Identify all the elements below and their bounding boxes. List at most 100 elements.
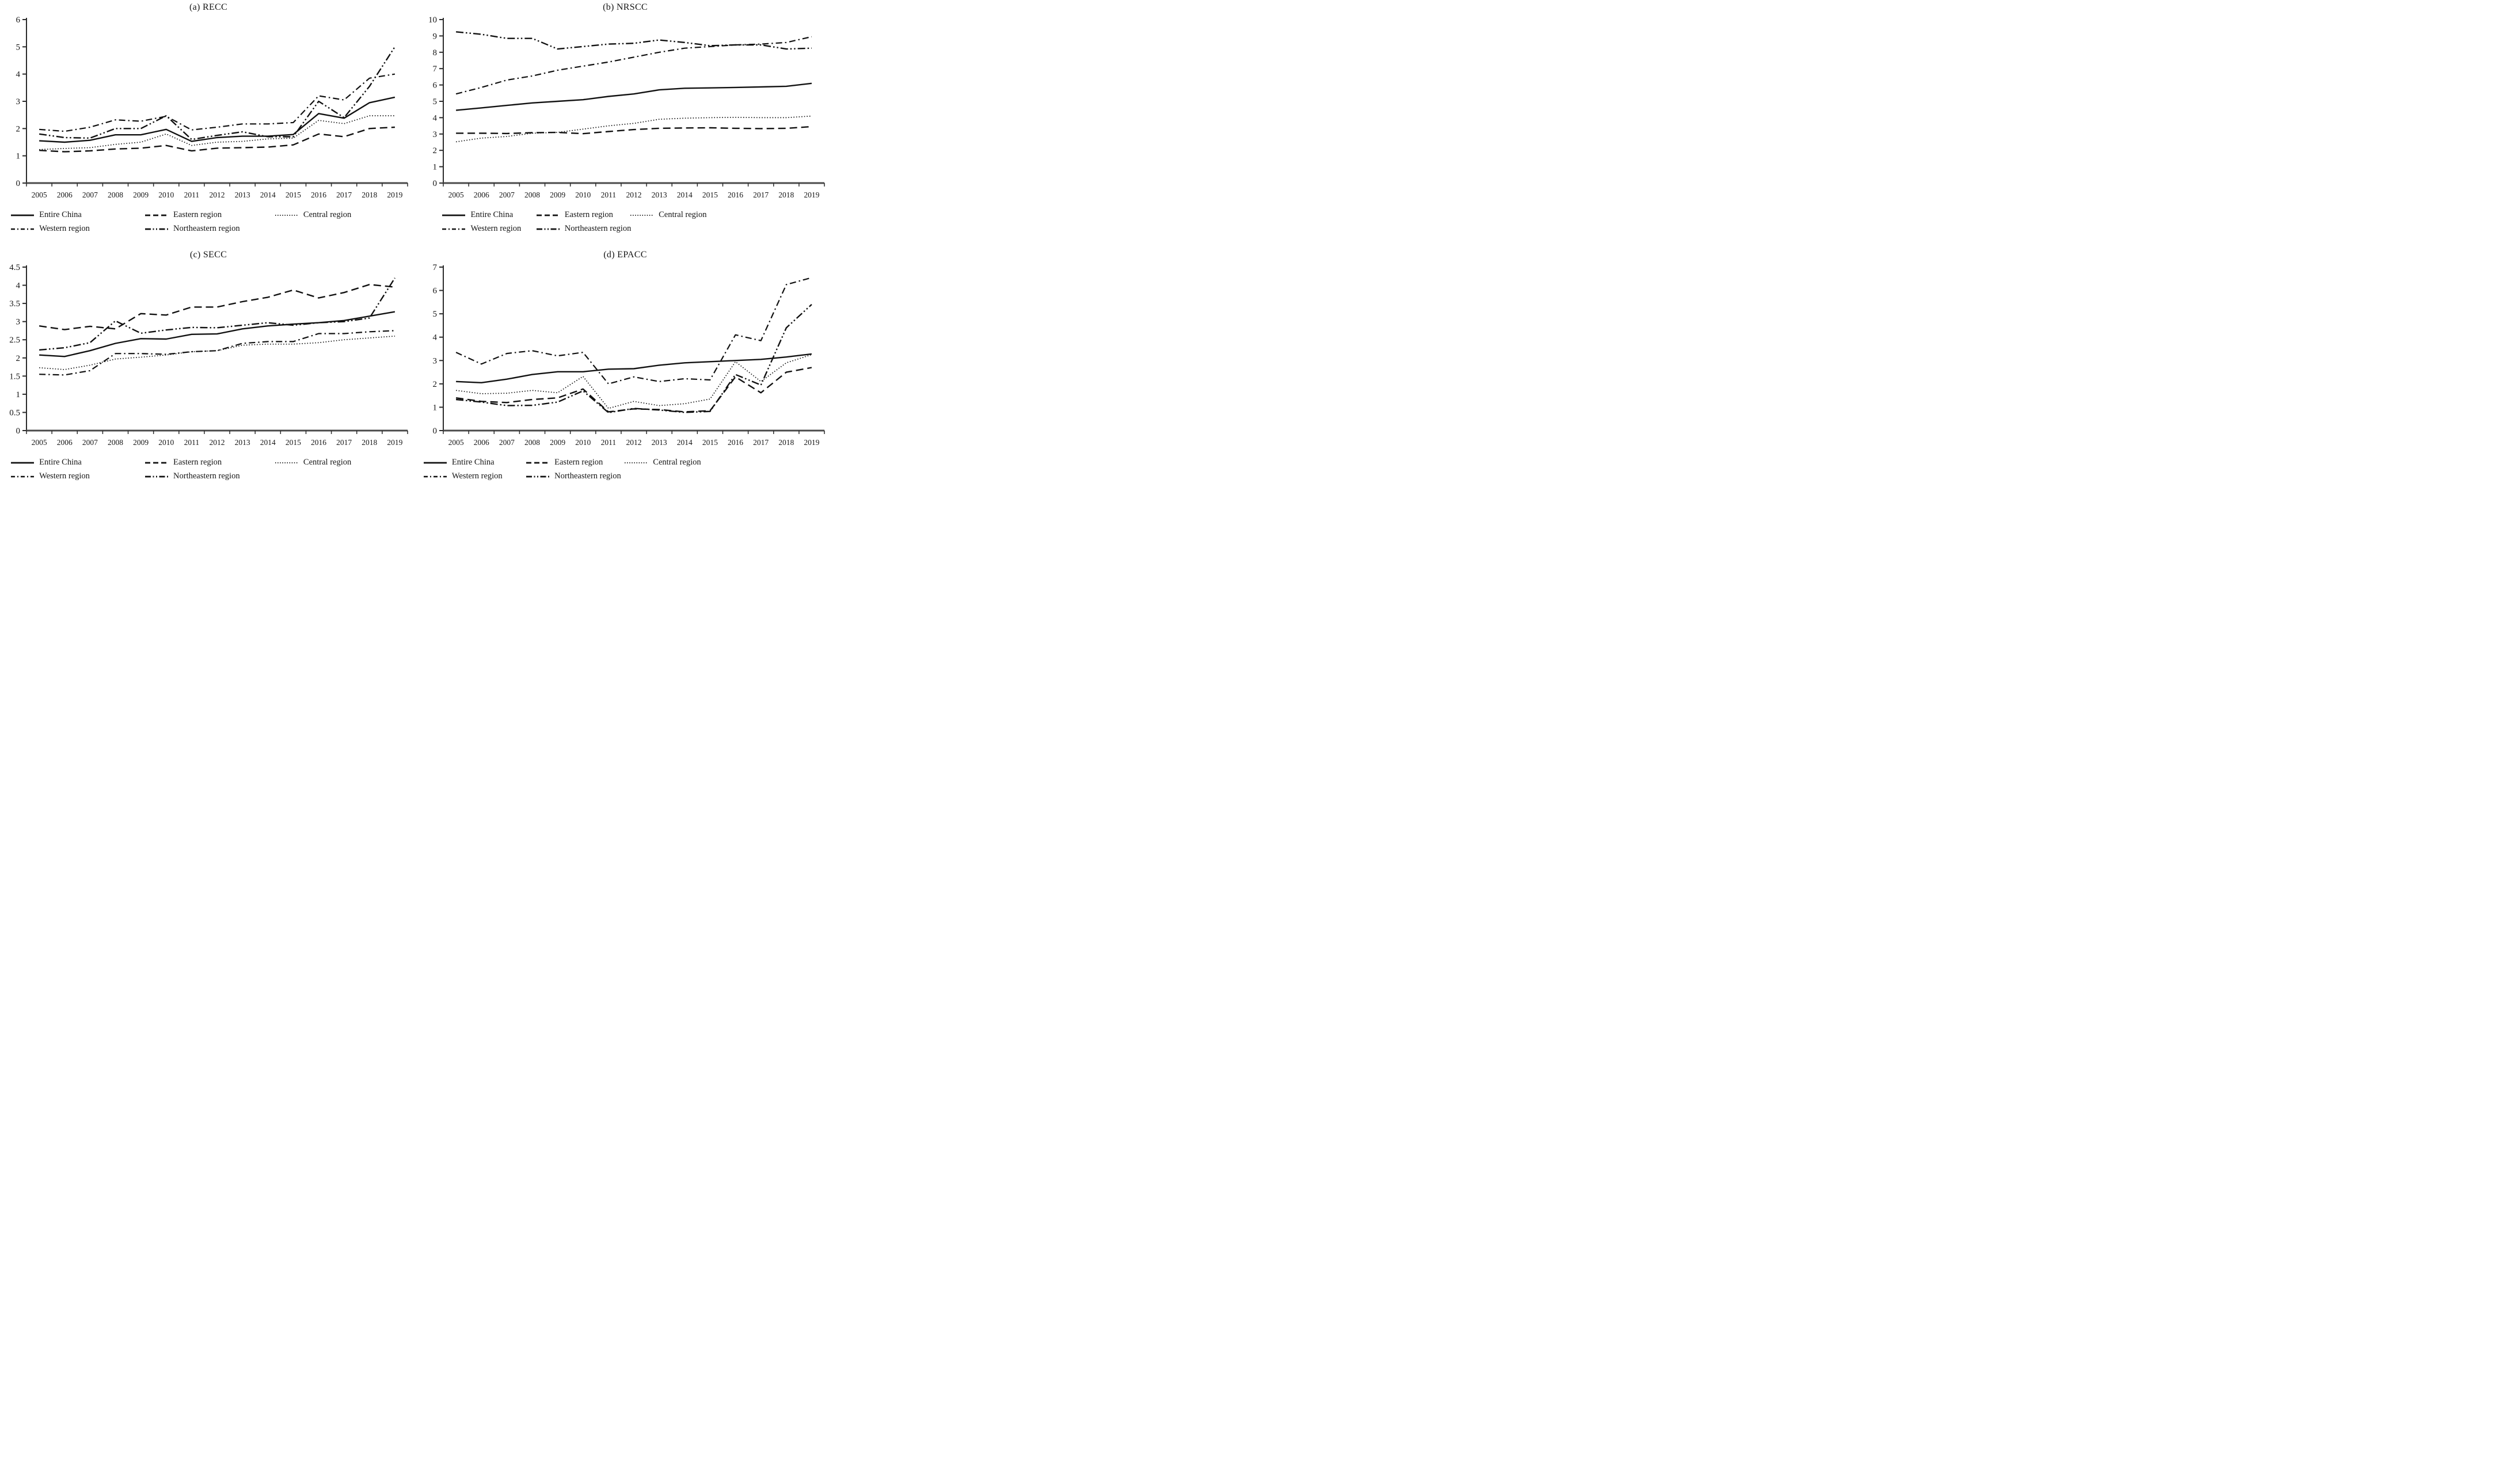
y-tick-label: 3.5 (9, 299, 20, 309)
series-line-eastern-region (455, 367, 812, 413)
y-tick-label: 3 (433, 130, 438, 139)
y-tick-label: 0 (433, 427, 438, 436)
line-dash-dot-icon (442, 228, 466, 230)
line-dash-dot-dot-icon (536, 228, 560, 230)
legend-label: Central region (303, 210, 352, 219)
legend-item-eastern-region: Eastern region (145, 210, 275, 220)
y-tick-label: 3 (433, 356, 438, 366)
legend-nrscc: Entire China Eastern region Central regi… (417, 210, 834, 234)
panel-epacc: (d) EPACC 0 1 2 3 4 5 6 7 2005 2006 2007 2008 2009 20… (417, 248, 834, 495)
legend-label: Eastern region (554, 458, 603, 467)
line-dash-dot-icon (11, 475, 35, 477)
y-tick-label: 5 (16, 43, 21, 52)
legend-label: Northeastern region (564, 224, 632, 233)
legend-label: Western region (39, 471, 90, 481)
legend-item-northeastern-region: Northeastern region (536, 224, 632, 234)
line-dash-dot-icon (423, 475, 447, 477)
x-tick-label: 2011 (184, 438, 200, 447)
x-tick-label: 2013 (652, 438, 667, 447)
legend-epacc: Entire China Eastern region Central regi… (417, 458, 834, 481)
legend-item-northeastern-region: Northeastern region (145, 224, 275, 234)
x-tick-label: 2014 (677, 438, 693, 447)
y-tick-label: 4 (16, 281, 21, 291)
x-tick-label: 2017 (336, 438, 352, 447)
line-solid-icon (11, 214, 35, 216)
x-tick-label: 2015 (702, 438, 718, 447)
x-tick-label: 2012 (626, 191, 642, 199)
x-tick-label: 2008 (524, 438, 540, 447)
x-tick-label: 2010 (575, 438, 591, 447)
chart-canvas-recc: 0 1 2 3 4 5 6 2005 2006 2007 2008 2009 2010 2011 2012 2… (16, 16, 408, 199)
x-tick-label: 2005 (32, 191, 47, 199)
y-tick-label: 7 (433, 263, 438, 272)
legend-row: Western region Northeastern region (423, 471, 834, 481)
line-solid-icon (442, 214, 466, 216)
legend-label: Entire China (470, 210, 514, 219)
x-tick-label: 2013 (235, 438, 250, 447)
series-line-western-region (39, 330, 395, 376)
y-tick-label: 1 (16, 390, 21, 399)
x-tick-label: 2005 (448, 438, 464, 447)
legend-label: Western region (451, 471, 503, 481)
legend-row: Western region Northeastern region (442, 224, 834, 234)
x-tick-label: 2009 (133, 438, 149, 447)
line-dashed-icon (145, 462, 169, 463)
y-tick-label: 2 (433, 146, 438, 155)
y-tick-label: 4 (433, 333, 438, 343)
legend-recc: Entire China Eastern region Central regi… (0, 210, 417, 234)
legend-label: Northeastern region (554, 471, 621, 481)
y-tick-label: 1 (16, 152, 21, 161)
x-tick-label: 2010 (158, 438, 174, 447)
y-tick-label: 2 (433, 380, 438, 389)
series-line-western-region (455, 277, 812, 385)
x-tick-label: 2019 (387, 438, 402, 447)
series-line-eastern-region (39, 126, 395, 153)
x-tick-label: 2012 (210, 191, 225, 199)
x-tick-label: 2008 (108, 438, 123, 447)
y-tick-label: 0 (16, 427, 21, 436)
y-tick-label: 0.5 (9, 408, 20, 417)
y-tick-label: 0 (16, 179, 21, 188)
legend-item-central-region: Central region (624, 458, 701, 467)
panel-secc: (c) SECC 0 0.5 1 1.5 2 2.5 3 3.5 4 4.5 2005 2006 200… (0, 248, 417, 495)
series-line-western-region (39, 73, 396, 132)
panel-nrscc: (b) NRSCC 0 1 2 3 4 5 6 7 8 9 10 2005 2006 2007 2008 20… (417, 0, 834, 248)
figure-grid: (a) RECC 0 1 2 3 4 5 6 2005 2006 2007 2008 2009 2010… (0, 0, 834, 495)
x-tick-label: 2007 (82, 191, 98, 199)
series-line-northeastern-region (39, 46, 396, 140)
x-tick-label: 2016 (311, 438, 326, 447)
x-tick-label: 2006 (474, 438, 489, 447)
y-tick-label: 3 (16, 97, 21, 106)
legend-item-entire-china: Entire China (442, 210, 535, 220)
legend-item-western-region: Western region (10, 224, 145, 234)
x-tick-label: 2011 (184, 191, 200, 199)
legend-label: Western region (470, 224, 522, 233)
legend-item-northeastern-region: Northeastern region (145, 471, 275, 481)
chart-title-recc: (a) RECC (189, 2, 227, 12)
x-tick-label: 2015 (286, 438, 301, 447)
line-dashed-icon (145, 214, 169, 216)
legend-item-northeastern-region: Northeastern region (526, 471, 624, 481)
legend-secc: Entire China Eastern region Central regi… (0, 458, 417, 481)
x-tick-label: 2010 (158, 191, 174, 199)
y-tick-label: 0 (433, 179, 438, 188)
x-tick-label: 2006 (474, 191, 489, 199)
line-dashed-icon (536, 214, 560, 216)
series-line-western-region (455, 36, 812, 95)
legend-item-eastern-region: Eastern region (145, 458, 275, 467)
legend-item-western-region: Western region (10, 471, 145, 481)
legend-row: Entire China Eastern region Central regi… (10, 210, 417, 220)
legend-item-eastern-region: Eastern region (526, 458, 624, 467)
panel-recc: (a) RECC 0 1 2 3 4 5 6 2005 2006 2007 2008 2009 2010… (0, 0, 417, 248)
legend-item-western-region: Western region (442, 224, 535, 234)
series-line-northeastern-region (455, 304, 812, 413)
legend-label: Eastern region (173, 210, 222, 219)
y-tick-label: 1.5 (9, 372, 20, 381)
y-tick-label: 8 (433, 48, 438, 58)
x-tick-label: 2011 (601, 438, 617, 447)
x-tick-label: 2005 (32, 438, 47, 447)
x-tick-label: 2012 (626, 438, 642, 447)
line-dotted-icon (625, 462, 648, 463)
x-tick-label: 2014 (260, 191, 276, 199)
series-line-entire-china (39, 96, 396, 143)
